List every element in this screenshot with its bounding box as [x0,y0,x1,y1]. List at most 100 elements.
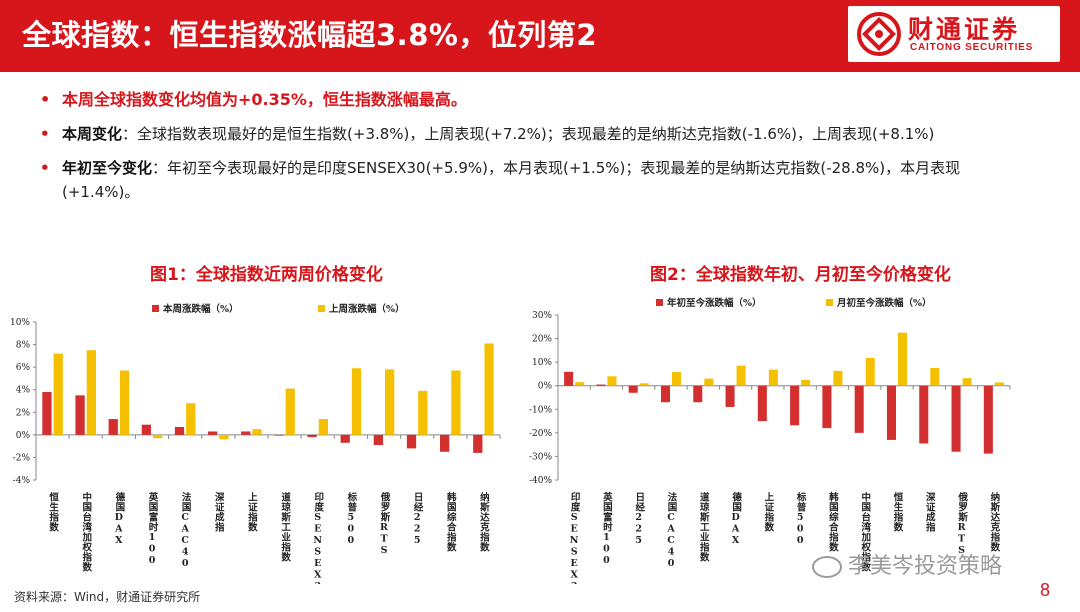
bar-series1 [596,384,606,386]
bar-series2 [704,378,714,386]
bar-series2 [801,379,811,386]
bar-series1 [886,385,896,440]
bullet-dot: • [40,125,50,143]
legend-swatch [826,299,833,306]
y-tick-label: -4% [13,476,31,486]
legend-label: 上周涨跌幅（%） [329,303,405,315]
bar-series1 [757,385,767,422]
x-category-label: 日经225 [633,492,645,547]
bar-series2 [639,383,649,386]
legend-label: 本周涨跌幅（%） [163,303,239,315]
x-category-label: 法国CAC40 [180,491,192,569]
x-category-label: 恒生指数 [892,491,905,532]
bar-series2 [575,382,585,386]
x-category-label: 上证指数 [246,491,259,532]
wechat-icon [812,556,842,578]
chart1: 10% 8% 6% 4% 2% 0% -2% -4% 恒生指数 中国台湾加权指数 德国DAX 英国富时… [10,303,501,584]
bullet-dot: • [40,159,50,177]
bar-series1 [660,385,670,403]
x-category-label: 深证成指 [924,491,936,532]
bullet-3-label: 年初至今变化 [62,159,153,177]
bar-series2 [672,372,682,386]
bullet-2-text: ：全球指数表现最好的是恒生指数(+3.8%)，上周表现(+7.2%)；表现最差的… [122,125,935,143]
caitong-logo-icon [857,12,901,56]
bar-series1 [693,385,703,403]
bar-series2 [252,429,262,435]
x-category-label: 中国台湾加权指数 [859,491,872,572]
y-tick-label: 2% [16,408,31,418]
bar-series2 [119,370,130,435]
bar-series2 [994,382,1004,386]
bar-series2 [418,390,428,435]
bar-series1 [983,385,993,454]
watermark: 李美岑投资策略 [812,548,1002,580]
bar-series1 [919,385,929,444]
x-category-label: 德国DAX [730,491,742,546]
y-tick-label: 4% [16,386,31,396]
bar-series1 [75,395,85,435]
bar-series1 [340,434,350,443]
bar-series1 [473,434,483,453]
summary-bullets: • 本周全球指数变化均值为+0.35%，恒生指数涨幅最高。 • 本周变化：全球指… [40,88,1000,214]
bullet-1-text: 本周全球指数变化均值为+0.35%，恒生指数涨幅最高。 [62,90,467,109]
legend-swatch [152,305,159,312]
legend-label: 年初至今涨跌幅（%） [667,297,762,309]
x-category-label: 俄罗斯RTS [956,491,969,556]
x-category-label: 恒生指数 [47,491,60,532]
x-category-label: 标普500 [795,491,808,546]
bar-series1 [141,424,151,435]
bar-series2 [865,357,875,386]
bar-series2 [930,368,940,386]
bar-series1 [790,385,800,426]
x-category-label: 英国富时100 [147,491,159,566]
bar-series1 [307,434,317,438]
page-title: 全球指数：恒生指数涨幅超3.8%，位列第2 [22,18,598,52]
bar-series2 [736,365,746,386]
bar-series1 [108,419,118,435]
bar-series1 [725,385,735,407]
x-category-label: 中国台湾加权指数 [80,491,93,572]
y-tick-label: -2% [13,453,31,463]
y-tick-label: 0% [16,431,31,441]
bar-series2 [833,370,843,386]
y-tick-label: 0% [538,382,553,392]
x-category-label: 纳斯达克指数 [478,491,491,552]
bar-series1 [854,385,864,433]
x-category-label: 印度SENSEX30 [569,491,581,584]
x-category-label: 印度SENSEX30 [312,491,324,584]
bar-series1 [208,431,218,435]
x-category-label: 标普500 [345,491,358,546]
bar-series2 [385,369,395,435]
y-tick-label: 20% [532,335,552,345]
chart1-title: 图1：全球指数近两周价格变化 [150,265,383,285]
y-tick-label: -30% [529,452,552,462]
bar-series2 [451,370,461,435]
chart2-title: 图2：全球指数年初、月初至今价格变化 [650,265,951,285]
x-category-label: 上证指数 [762,491,775,532]
x-category-label: 纳斯达克指数 [988,491,1001,552]
x-category-label: 道琼斯工业指数 [698,491,711,562]
bullet-dot: • [40,90,51,109]
bar-series1 [564,371,574,386]
page-number: 8 [1040,580,1051,600]
bar-series2 [898,332,908,386]
y-tick-label: -10% [529,405,552,415]
bar-series2 [153,434,163,439]
bullet-1: • 本周全球指数变化均值为+0.35%，恒生指数涨幅最高。 [40,88,1000,112]
source-note: 资料来源：Wind，财通证券研究所 [14,590,201,604]
bar-series1 [241,431,251,435]
bar-series1 [440,434,450,452]
bar-series1 [822,385,832,429]
x-category-label: 德国DAX [113,491,125,546]
bullet-3-text: ：年初至今表现最好的是印度SENSEX30(+5.9%)，本月表现(+1.5%)… [62,159,961,201]
bar-series1 [42,391,52,435]
y-tick-label: -20% [529,429,552,439]
bar-series2 [86,350,96,435]
bar-series1 [406,434,417,449]
bar-series2 [186,403,196,435]
logo: 财通证券 CAITONG SECURITIES [848,6,1060,62]
bar-series2 [219,434,229,440]
bullet-2: • 本周变化：全球指数表现最好的是恒生指数(+3.8%)，上周表现(+7.2%)… [40,122,1000,146]
x-category-label: 道琼斯工业指数 [279,491,292,562]
x-category-label: 俄罗斯RTS [379,491,392,556]
